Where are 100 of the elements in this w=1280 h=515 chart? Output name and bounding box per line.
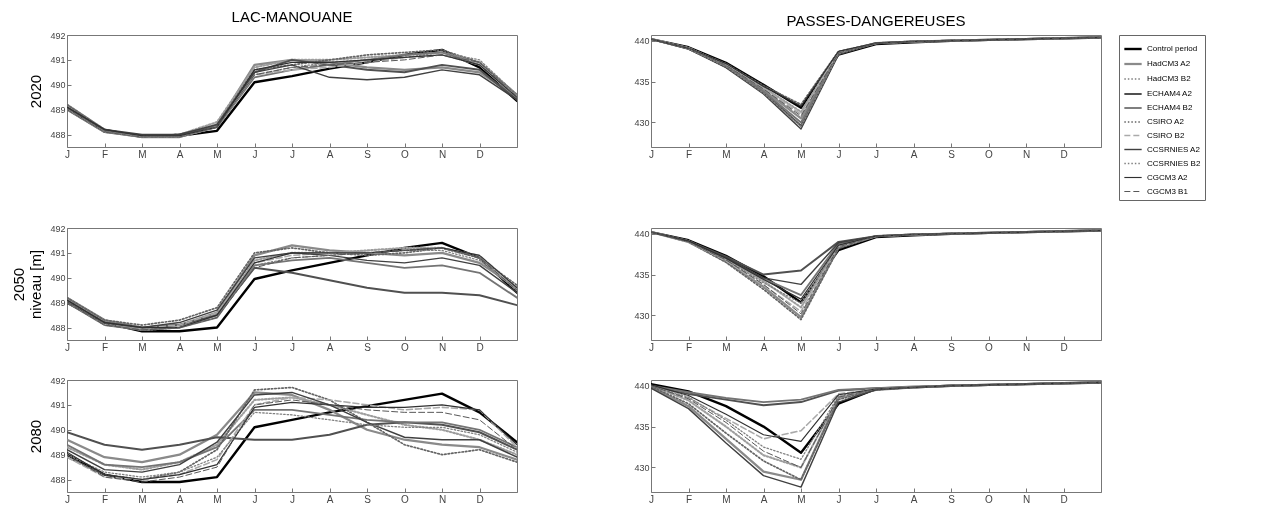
x-tick-label: O <box>401 148 410 160</box>
x-tick-label: M <box>722 493 731 505</box>
x-tick-label: J <box>252 341 258 353</box>
y-tick-label: 492 <box>50 375 66 386</box>
x-tick-label: O <box>401 493 410 505</box>
x-tick-label: A <box>326 148 334 160</box>
x-tick-label: F <box>685 148 693 160</box>
y-tick-label: 491 <box>50 55 66 66</box>
x-tick-label: M <box>797 341 806 353</box>
legend-label: ECHAM4 A2 <box>1147 89 1193 98</box>
y-tick-label: 435 <box>634 270 650 281</box>
y-tick-label: 490 <box>50 273 66 284</box>
y-tick-label: 489 <box>50 298 66 309</box>
y-tick-label: 491 <box>50 248 66 259</box>
x-tick-label: D <box>1060 493 1068 505</box>
legend-label: HadCM3 B2 <box>1147 74 1192 83</box>
x-tick-label: A <box>910 148 918 160</box>
x-tick-label: J <box>649 341 654 353</box>
legend-label: CCSRNIES B2 <box>1147 158 1201 168</box>
legend-label: ECHAM4 B2 <box>1147 103 1193 112</box>
x-tick-label: D <box>476 148 484 160</box>
y-tick-label: 430 <box>634 310 650 321</box>
y-tick-label: 435 <box>634 422 650 433</box>
x-tick-label: A <box>760 148 768 160</box>
x-tick-label: J <box>252 493 258 505</box>
x-tick-label: A <box>176 341 184 353</box>
y-tick-label: 488 <box>50 475 66 486</box>
x-tick-label: J <box>874 148 879 160</box>
y-tick-label: 488 <box>50 323 66 334</box>
x-tick-label: A <box>326 493 334 505</box>
y-tick-label: 489 <box>50 450 66 461</box>
x-tick-label: N <box>438 493 447 505</box>
legend-label: CSIRO A2 <box>1147 117 1185 126</box>
x-tick-label: D <box>1060 148 1068 160</box>
y-tick-label: 492 <box>50 30 66 41</box>
x-tick-label: S <box>948 493 956 505</box>
y-tick-label: 488 <box>50 130 66 141</box>
x-tick-label: M <box>213 148 222 160</box>
y-axis-title: 2020 <box>27 74 45 109</box>
legend-label: CCSRNIES A2 <box>1147 144 1201 154</box>
x-tick-label: J <box>252 148 258 160</box>
x-tick-label: J <box>65 341 70 353</box>
x-tick-label: N <box>1022 493 1031 505</box>
x-tick-label: J <box>65 493 70 505</box>
y-tick-label: 440 <box>634 381 650 392</box>
x-tick-label: J <box>649 493 654 505</box>
y-tick-label: 489 <box>50 105 66 116</box>
x-tick-label: D <box>476 341 484 353</box>
x-tick-label: F <box>101 341 109 353</box>
y-tick-label: 490 <box>50 425 66 436</box>
x-tick-label: M <box>722 341 731 353</box>
x-tick-label: N <box>1022 148 1031 160</box>
legend-label: CSIRO B2 <box>1147 130 1185 140</box>
y-tick-label: 430 <box>634 462 650 473</box>
x-tick-label: O <box>985 493 994 505</box>
x-tick-label: J <box>836 148 842 160</box>
x-tick-label: J <box>65 148 70 160</box>
x-tick-label: J <box>290 493 295 505</box>
legend-label: HadCM3 A2 <box>1147 59 1191 68</box>
x-tick-label: D <box>1060 341 1068 353</box>
y-tick-label: 491 <box>50 400 66 411</box>
x-tick-label: M <box>722 148 731 160</box>
legend-label: CGCM3 A2 <box>1147 172 1189 182</box>
legend-label: Control period <box>1147 44 1198 53</box>
x-tick-label: M <box>138 148 147 160</box>
x-tick-label: A <box>326 341 334 353</box>
x-tick-label: S <box>948 341 956 353</box>
x-tick-label: D <box>476 493 484 505</box>
y-tick-label: 440 <box>634 36 650 47</box>
x-tick-label: M <box>797 493 806 505</box>
x-tick-label: J <box>874 341 879 353</box>
x-tick-label: M <box>797 148 806 160</box>
x-tick-label: A <box>176 493 184 505</box>
x-tick-label: J <box>290 341 295 353</box>
x-tick-label: N <box>438 341 447 353</box>
x-tick-label: M <box>138 493 147 505</box>
x-tick-label: J <box>836 341 842 353</box>
y-axis-title: 2080 <box>27 419 45 454</box>
x-tick-label: S <box>364 341 372 353</box>
x-tick-label: N <box>1022 341 1031 353</box>
x-tick-label: F <box>685 493 693 505</box>
x-tick-label: N <box>438 148 447 160</box>
x-tick-label: A <box>760 493 768 505</box>
x-tick-label: S <box>364 493 372 505</box>
x-tick-label: O <box>401 341 410 353</box>
x-tick-label: S <box>364 148 372 160</box>
x-tick-label: A <box>176 148 184 160</box>
x-tick-label: J <box>874 493 879 505</box>
x-tick-label: A <box>760 341 768 353</box>
x-tick-label: A <box>910 341 918 353</box>
y-tick-label: 435 <box>634 77 650 88</box>
x-tick-label: M <box>138 341 147 353</box>
y-tick-label: 440 <box>634 229 650 240</box>
x-tick-label: J <box>290 148 295 160</box>
x-tick-label: O <box>985 341 994 353</box>
y-tick-label: 430 <box>634 117 650 128</box>
legend-label: CGCM3 B1 <box>1147 186 1189 196</box>
x-tick-label: O <box>985 148 994 160</box>
y-axis-title: 2050 niveau [m] <box>10 249 45 320</box>
x-tick-label: J <box>836 493 842 505</box>
